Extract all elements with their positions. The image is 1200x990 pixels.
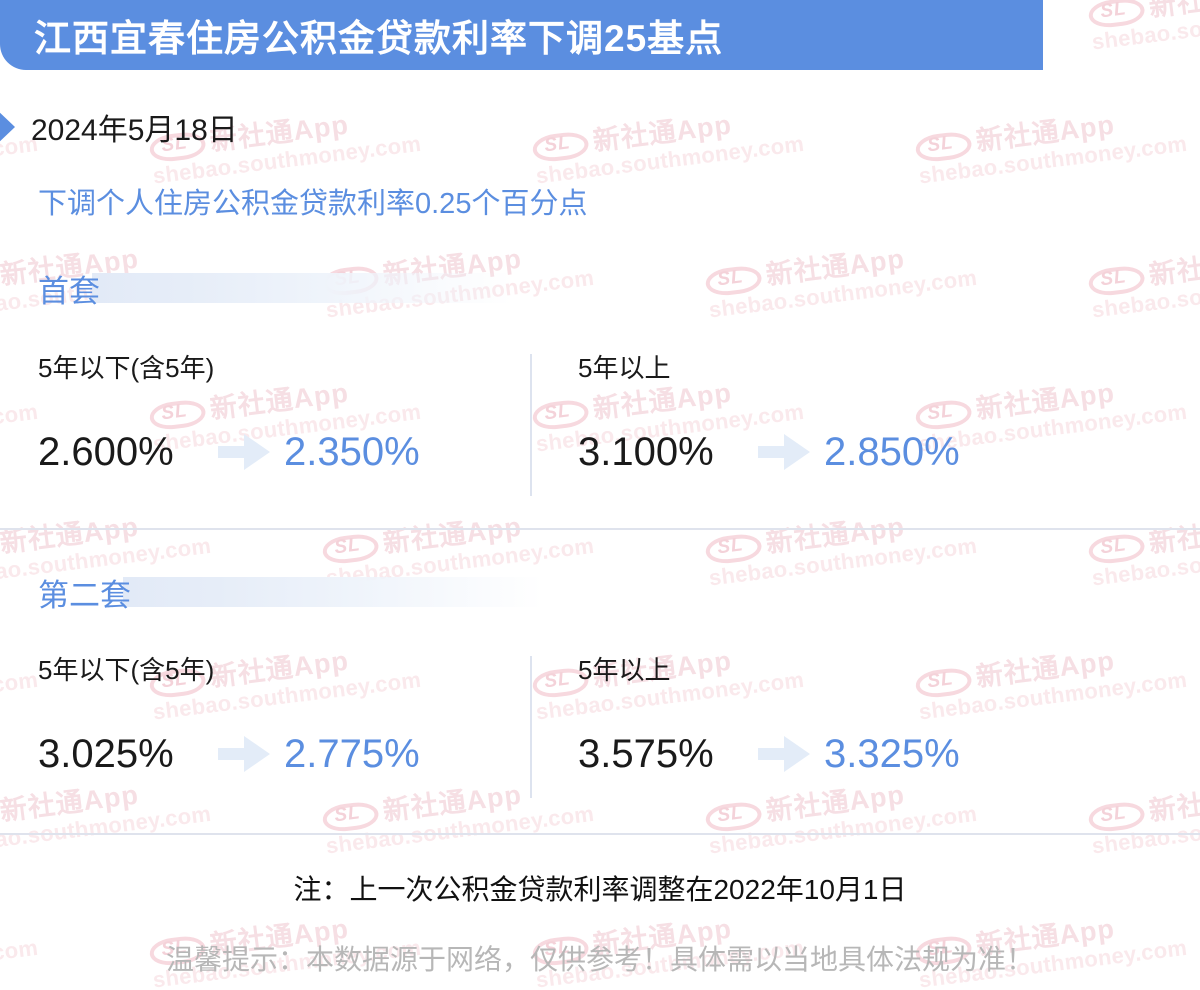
rate-column-over-5y: 5年以上 3.575% 3.325% — [530, 648, 1070, 798]
rate-new-value: 2.775% — [284, 731, 420, 776]
section-highlight-bar — [123, 577, 543, 607]
rate-new-value: 3.325% — [824, 731, 960, 776]
right-block-arrow-icon — [218, 434, 270, 470]
page-title: 江西宜春住房公积金贷款利率下调25基点 — [34, 18, 724, 59]
rate-old-value: 3.575% — [578, 731, 714, 776]
rate-column-under-5y: 5年以下(含5年) 2.600% 2.350% — [38, 346, 530, 476]
rate-grid-first-home: 5年以下(含5年) 2.600% 2.350% 5年以上 3.100% 2.85… — [38, 346, 1158, 496]
sub-headline: 下调个人住房公积金贷款利率0.25个百分点 — [38, 188, 588, 220]
date-row: 2024年5月18日 — [0, 104, 238, 150]
right-triangle-icon — [0, 112, 15, 142]
rate-new-value: 2.350% — [284, 429, 420, 474]
section-divider — [0, 528, 1200, 530]
rate-grid-second-home: 5年以下(含5年) 3.025% 2.775% 5年以上 3.575% 3.32… — [38, 648, 1158, 798]
section-title-label: 首套 — [38, 273, 100, 309]
term-label: 5年以下(含5年) — [38, 353, 215, 383]
right-block-arrow-icon — [758, 736, 810, 772]
rate-column-over-5y: 5年以上 3.100% 2.850% — [530, 346, 1070, 496]
rate-line: 3.025% 2.775% — [38, 730, 530, 778]
footer-note: 注：上一次公积金贷款利率调整在2022年10月1日 — [293, 874, 907, 905]
column-divider — [530, 656, 532, 798]
term-label: 5年以下(含5年) — [38, 655, 215, 685]
footer-divider — [0, 833, 1200, 835]
column-divider — [530, 354, 532, 496]
right-block-arrow-icon — [758, 434, 810, 470]
rate-old-value: 3.025% — [38, 731, 174, 776]
section-header-second-home: 第二套 — [38, 570, 1158, 614]
rate-new-value: 2.850% — [824, 429, 960, 474]
right-block-arrow-icon — [218, 736, 270, 772]
section-header-first-home: 首套 — [38, 266, 1158, 310]
effective-date: 2024年5月18日 — [31, 114, 238, 147]
title-bar: 江西宜春住房公积金贷款利率下调25基点 — [0, 0, 1043, 70]
rate-line: 3.575% 3.325% — [578, 730, 1070, 778]
rate-line: 2.600% 2.350% — [38, 428, 530, 476]
term-label: 5年以上 — [578, 655, 671, 685]
footer-disclaimer: 温馨提示：本数据源于网络，仅供参考！具体需以当地具体法规为准！ — [165, 944, 1034, 975]
rate-old-value: 2.600% — [38, 429, 174, 474]
rate-line: 3.100% 2.850% — [578, 428, 1070, 476]
rate-column-under-5y: 5年以下(含5年) 3.025% 2.775% — [38, 648, 530, 778]
rate-old-value: 3.100% — [578, 429, 714, 474]
term-label: 5年以上 — [578, 353, 671, 383]
section-title-label: 第二套 — [38, 577, 131, 613]
section-highlight-bar — [92, 273, 512, 303]
